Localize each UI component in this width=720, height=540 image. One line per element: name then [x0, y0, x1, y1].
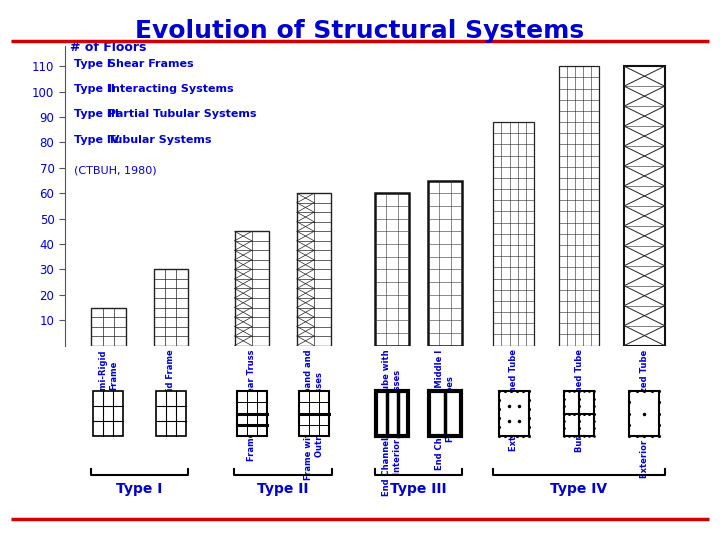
Text: Tubular Systems: Tubular Systems: [109, 135, 212, 145]
Bar: [624, 66, 665, 346]
Text: Type I: Type I: [74, 59, 111, 69]
Text: (CTBUH, 1980): (CTBUH, 1980): [74, 165, 157, 176]
Bar: [235, 231, 269, 346]
Text: Type IV: Type IV: [74, 135, 120, 145]
Bar: [559, 66, 599, 346]
Text: Evolution of Structural Systems: Evolution of Structural Systems: [135, 19, 585, 43]
Bar: [428, 180, 462, 346]
Text: Frame with Shear band and
Outrigger Trusses: Frame with Shear band and Outrigger Trus…: [305, 349, 324, 480]
Text: Shear Frames: Shear Frames: [109, 59, 194, 69]
Text: Semi-Rigid
Frame: Semi-Rigid Frame: [99, 349, 118, 401]
Bar: [629, 392, 660, 436]
Text: # of Floors: # of Floors: [70, 40, 146, 53]
Bar: [237, 392, 266, 436]
Bar: [376, 392, 408, 436]
Text: Partial Tubular Systems: Partial Tubular Systems: [109, 110, 257, 119]
Bar: [94, 392, 123, 436]
Bar: [299, 392, 329, 436]
Bar: [91, 307, 125, 346]
Text: Bundled Framed Tube: Bundled Framed Tube: [575, 349, 583, 453]
Text: Frame with Shear Truss: Frame with Shear Truss: [247, 349, 256, 461]
Bar: [499, 392, 528, 436]
Bar: [429, 392, 461, 436]
Text: Exterior Diagonalized Tube: Exterior Diagonalized Tube: [640, 349, 649, 478]
Text: End Channel and Middle I
Framed Tubes: End Channel and Middle I Framed Tubes: [436, 349, 455, 470]
Text: Type IV: Type IV: [551, 482, 608, 496]
Text: Type II: Type II: [74, 84, 115, 94]
Text: Type III: Type III: [390, 482, 447, 496]
Bar: [153, 269, 188, 346]
Text: Type II: Type II: [257, 482, 309, 496]
Text: Type III: Type III: [74, 110, 119, 119]
Text: Type I: Type I: [117, 482, 163, 496]
Bar: [156, 392, 186, 436]
Bar: [564, 392, 594, 436]
Bar: [297, 193, 331, 346]
Text: End Channel Framed Tube with
Interior Shear Trusses: End Channel Framed Tube with Interior Sh…: [382, 349, 402, 496]
Text: Exterior Framed Tube: Exterior Framed Tube: [509, 349, 518, 451]
Text: Interacting Systems: Interacting Systems: [109, 84, 234, 94]
Bar: [493, 122, 534, 346]
Bar: [375, 193, 409, 346]
Text: Rigid Frame: Rigid Frame: [166, 349, 175, 406]
